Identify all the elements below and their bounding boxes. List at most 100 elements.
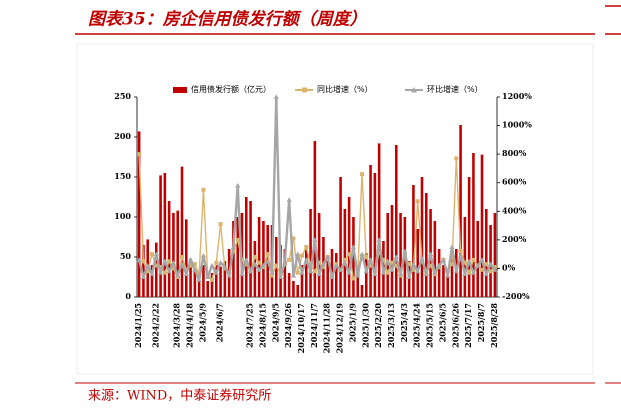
source-note: 来源：WIND，中泰证券研究所: [88, 388, 271, 404]
bar: [360, 285, 364, 297]
marker: [367, 257, 374, 262]
bar: [287, 273, 291, 297]
x-tick-label: 2024/11/28: [322, 303, 332, 354]
bar: [356, 273, 359, 297]
y2-tick-label: 0%: [502, 262, 516, 272]
x-tick-label: 2024/2/22: [150, 303, 160, 348]
x-tick-label: 2025/1/9: [347, 303, 357, 343]
marker: [368, 263, 373, 268]
marker: [351, 276, 356, 281]
marker: [411, 267, 416, 272]
legend-label: 信用债发行额（亿元）: [191, 84, 271, 94]
marker: [137, 152, 142, 157]
marker: [273, 94, 279, 99]
marker: [350, 244, 357, 249]
marker: [423, 271, 429, 277]
marker: [394, 263, 399, 268]
marker: [320, 261, 327, 267]
marker: [342, 257, 347, 262]
bar: [262, 221, 265, 297]
marker: [397, 271, 404, 277]
legend-swatch: [173, 87, 187, 93]
marker: [427, 251, 434, 257]
y2-tick-label: 1000%: [502, 120, 532, 130]
bar: [245, 197, 248, 297]
marker: [162, 270, 167, 275]
marker: [458, 249, 463, 254]
plot: 0 50 100 150 200 250 -200% 0% 200% 400% 600% 800% 10…: [114, 84, 532, 353]
marker: [329, 274, 335, 279]
marker: [141, 259, 146, 264]
bar: [189, 258, 192, 297]
bar: [180, 166, 184, 297]
marker: [419, 255, 425, 261]
marker: [210, 277, 214, 282]
bar: [459, 125, 462, 297]
marker: [269, 270, 275, 275]
x-tick-label: 2025/7/17: [463, 303, 473, 348]
y2-tick-label: -200%: [502, 291, 530, 301]
marker: [364, 255, 369, 259]
bar: [450, 253, 454, 297]
bar: [485, 209, 488, 297]
bar: [317, 213, 321, 297]
marker: [214, 260, 219, 265]
x-tick-label: 2025/4/3: [399, 303, 409, 343]
marker: [466, 258, 472, 264]
x-tick-label: 2024/7/25: [245, 303, 255, 348]
y-tick-label: 100: [114, 211, 131, 221]
x-tick-label: 2024/9/5: [270, 303, 280, 342]
marker: [290, 272, 297, 278]
bar: [155, 242, 158, 297]
y-tick-label: 200: [114, 131, 131, 141]
x-tick-label: 2024/12/19: [335, 303, 345, 354]
bar: [433, 221, 437, 297]
marker: [312, 269, 317, 274]
bar: [493, 213, 497, 297]
x-tick-label: 2024/9/26: [283, 303, 293, 348]
marker: [337, 267, 344, 272]
marker: [304, 245, 309, 249]
marker: [180, 255, 184, 259]
bar: [249, 201, 252, 297]
marker: [162, 258, 168, 264]
marker: [483, 271, 489, 277]
marker: [184, 267, 189, 272]
marker: [385, 258, 391, 264]
bar: [420, 177, 424, 297]
marker: [360, 172, 364, 177]
y2-tick-label: 400%: [502, 205, 527, 215]
marker: [380, 270, 387, 275]
marker: [150, 252, 154, 257]
bar: [206, 281, 209, 297]
bar: [326, 261, 329, 297]
marker: [470, 270, 477, 275]
bar: [215, 265, 218, 297]
marker: [265, 252, 270, 257]
bar: [223, 261, 227, 297]
bar: [369, 165, 372, 297]
bar: [137, 131, 141, 297]
marker: [209, 262, 215, 268]
y-tick-label: 50: [120, 251, 132, 261]
bar: [395, 145, 398, 297]
marker: [299, 270, 305, 275]
marker: [200, 252, 207, 258]
legend-marker: [302, 87, 307, 93]
x-tick-label: 2024/8/15: [257, 303, 267, 348]
bar: [142, 245, 145, 297]
marker: [432, 270, 438, 275]
marker: [217, 260, 224, 265]
marker: [454, 156, 459, 161]
bar: [253, 241, 257, 297]
x-tick-label: 2025/6/5: [437, 303, 447, 342]
bar: [339, 177, 342, 297]
marker: [282, 260, 288, 265]
marker: [257, 260, 262, 265]
marker: [175, 272, 181, 278]
marker: [145, 262, 151, 268]
marker: [252, 261, 258, 267]
bar: [416, 229, 419, 297]
